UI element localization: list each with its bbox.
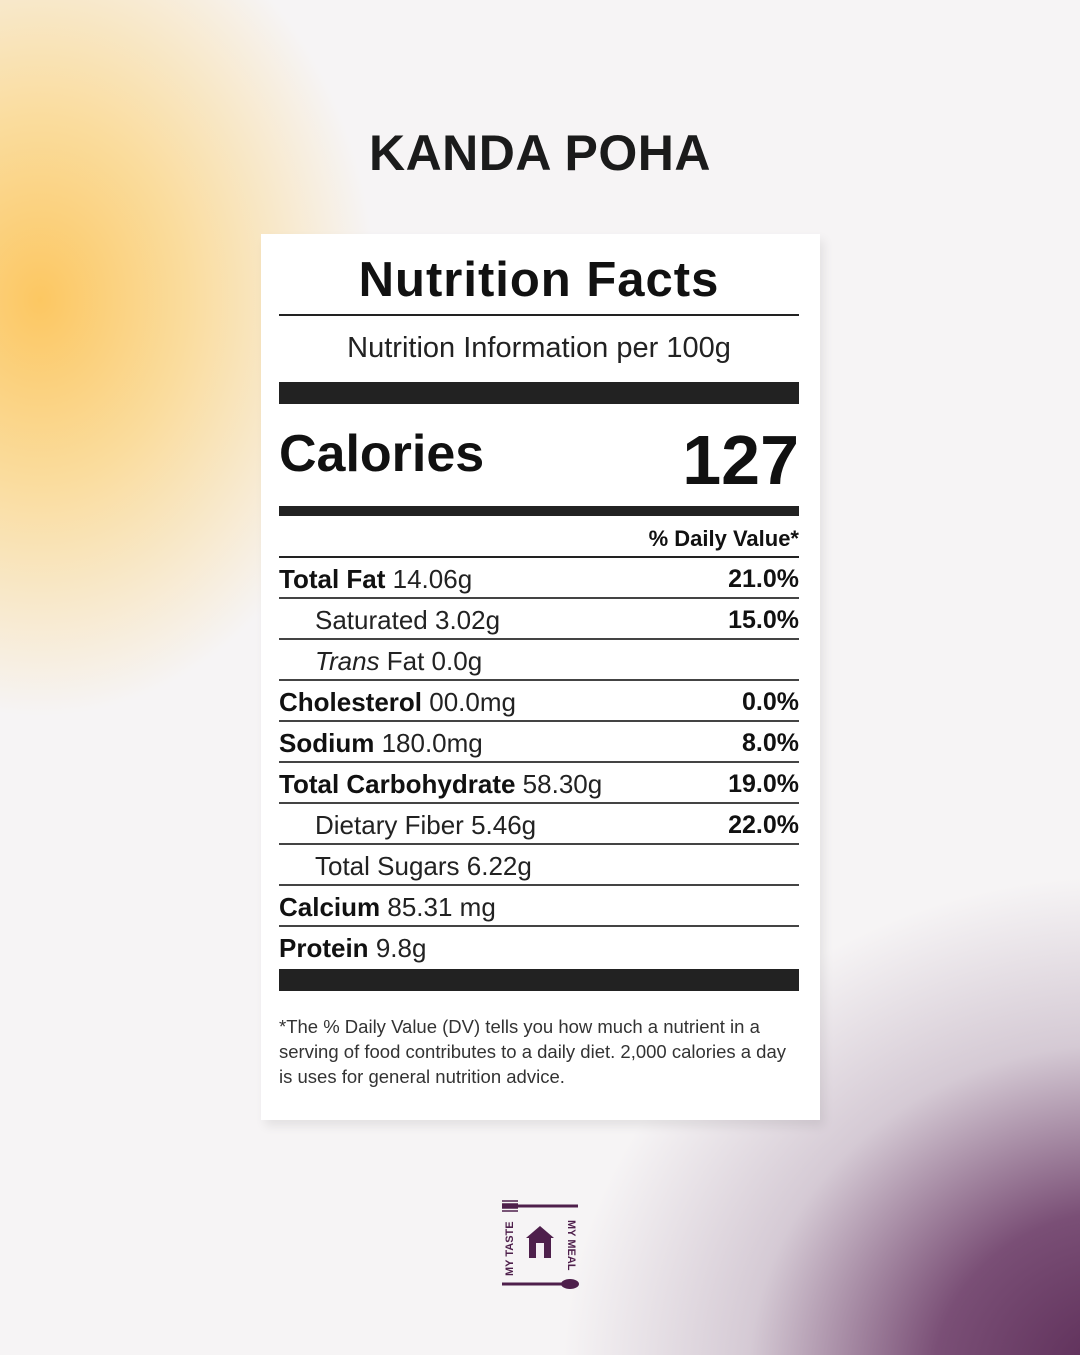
nutrient-name: Saturated 3.02g <box>315 605 500 636</box>
nutrient-name: Trans Fat 0.0g <box>315 646 482 677</box>
daily-value-percent: 15.0% <box>728 606 799 634</box>
footnote: *The % Daily Value (DV) tells you how mu… <box>279 1016 786 1087</box>
calories-label: Calories <box>279 425 485 483</box>
nutrient-name: Total Sugars 6.22g <box>315 851 532 882</box>
nutrient-name: Dietary Fiber 5.46g <box>315 810 536 841</box>
nutrient-name: Total Fat 14.06g <box>279 564 472 595</box>
nutrient-amount: 9.8g <box>375 933 427 963</box>
nutrient-amount: 14.06g <box>392 564 473 594</box>
nutrient-label: Saturated <box>315 605 428 635</box>
medium-divider <box>279 506 799 516</box>
nutrient-amount: 6.22g <box>466 851 532 881</box>
nutrient-row: Cholesterol 00.0mg 0.0% <box>279 681 799 722</box>
nutrient-name: Protein 9.8g <box>279 933 426 964</box>
nutrient-name: Total Carbohydrate 58.30g <box>279 769 602 800</box>
nutrient-name: Cholesterol 00.0mg <box>279 687 516 718</box>
nutrient-label: Total Fat <box>279 564 386 594</box>
nutrient-row: Total Carbohydrate 58.30g 19.0% <box>279 763 799 804</box>
nutrient-name: Sodium 180.0mg <box>279 728 483 759</box>
nutrient-label: Trans <box>315 646 380 676</box>
svg-text:MY MEAL: MY MEAL <box>565 1220 577 1271</box>
daily-value-percent: 19.0% <box>728 770 799 798</box>
nutrient-amount: 58.30g <box>522 769 603 799</box>
nutrient-amount: 5.46g <box>471 810 537 840</box>
nutrition-heading: Nutrition Facts <box>358 253 720 307</box>
thick-divider <box>279 969 799 991</box>
thick-divider <box>279 382 799 404</box>
calories-value: 127 <box>682 421 799 499</box>
divider <box>279 314 799 316</box>
daily-value-percent: 0.0% <box>742 688 799 716</box>
nutrient-row: Saturated 3.02g 15.0% <box>279 599 799 640</box>
nutrient-label: Total Carbohydrate <box>279 769 516 799</box>
nutrient-label: Calcium <box>279 892 381 922</box>
daily-value-percent: 21.0% <box>728 565 799 593</box>
nutrient-label: Dietary Fiber <box>315 810 464 840</box>
daily-value-percent: 22.0% <box>728 811 799 839</box>
nutrient-row: Total Sugars 6.22g <box>279 845 799 886</box>
nutrient-amount: 3.02g <box>434 605 501 635</box>
serving-info: Nutrition Information per 100g <box>347 332 731 364</box>
nutrient-row: Calcium 85.31 mg <box>279 886 799 927</box>
nutrient-label: Sodium <box>279 728 375 758</box>
nutrient-label: Total Sugars <box>315 851 460 881</box>
nutrient-amount: 00.0mg <box>429 687 516 717</box>
svg-text:MY TASTE: MY TASTE <box>504 1221 516 1276</box>
nutrient-row: Total Fat 14.06g 21.0% <box>279 558 799 599</box>
daily-value-percent: 8.0% <box>742 729 799 757</box>
nutrient-row: Trans Fat 0.0g <box>279 640 799 681</box>
nutrient-amount: Fat 0.0g <box>386 646 483 676</box>
nutrient-amount: 85.31 mg <box>387 892 496 922</box>
page-title: KANDA POHA <box>368 125 712 181</box>
daily-value-header: % Daily Value* <box>648 526 799 551</box>
nutrient-row: Protein 9.8g <box>279 927 799 968</box>
nutrition-label: Nutrition Facts Nutrition Information pe… <box>261 234 820 1120</box>
nutrient-label: Protein <box>279 933 369 963</box>
nutrient-row: Dietary Fiber 5.46g 22.0% <box>279 804 799 845</box>
divider <box>279 556 799 558</box>
my-taste-my-meal-logo: MY TASTE MY MEAL <box>502 1200 579 1289</box>
nutrient-label: Cholesterol <box>279 687 423 717</box>
nutrient-row: Sodium 180.0mg 8.0% <box>279 722 799 763</box>
nutrient-amount: 180.0mg <box>381 728 483 758</box>
nutrient-name: Calcium 85.31 mg <box>279 892 496 923</box>
